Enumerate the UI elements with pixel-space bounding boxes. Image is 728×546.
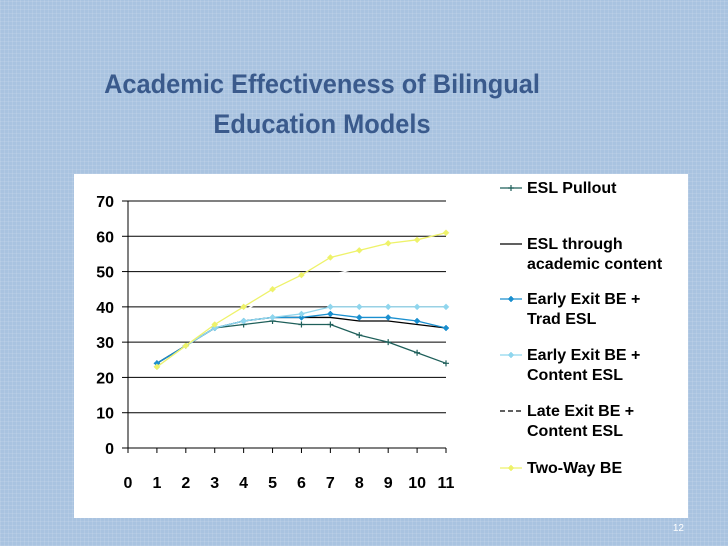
data-point-s4-5 <box>269 314 276 321</box>
data-point-s1-7 <box>327 321 334 328</box>
slide-title-line-2: Education Models <box>213 109 431 139</box>
data-point-s1-6 <box>298 321 305 328</box>
data-point-s6-3 <box>211 321 219 328</box>
data-point-s1-10 <box>414 349 421 356</box>
x-tick-label-0: 0 <box>124 475 133 492</box>
data-point-s6-10 <box>413 236 421 244</box>
data-point-s4-4 <box>240 317 247 325</box>
y-tick-label-0: 0 <box>105 441 114 458</box>
data-point-s4-7 <box>327 303 334 311</box>
y-tick-label-20: 20 <box>96 370 114 387</box>
slide-title-line-1: Academic Effectiveness of Bilingual <box>104 69 540 99</box>
x-tick-label-7: 7 <box>326 475 335 492</box>
legend-label-5: Late Exit BE + Content ESL <box>527 403 634 440</box>
x-tick-label-11: 11 <box>438 475 455 492</box>
y-tick-label-10: 10 <box>96 406 114 423</box>
y-tick-label-70: 70 <box>96 194 114 211</box>
data-point-s3-10 <box>413 317 421 325</box>
x-tick-label-9: 9 <box>384 475 393 492</box>
data-point-s4-11 <box>442 303 450 311</box>
data-point-s1-11 <box>443 360 449 367</box>
data-point-s6-9 <box>384 239 392 247</box>
data-point-s6-6 <box>298 271 305 279</box>
data-point-s3-6 <box>298 314 305 321</box>
x-tick-label-8: 8 <box>355 475 364 492</box>
data-point-s6-11 <box>442 229 450 237</box>
y-tick-label-40: 40 <box>96 300 114 317</box>
data-point-s6-8 <box>355 247 363 254</box>
legend-label-2: ESL through academic content <box>527 236 663 273</box>
data-point-s6-2 <box>182 342 190 350</box>
data-point-s6-5 <box>269 285 276 293</box>
legend-box <box>494 174 688 518</box>
y-tick-label-60: 60 <box>96 229 114 246</box>
data-point-s3-9 <box>384 314 392 321</box>
legend-marker-3 <box>507 295 515 303</box>
x-tick-label-2: 2 <box>181 475 190 492</box>
data-point-s4-9 <box>384 303 392 311</box>
slide-number: 12 <box>672 523 684 534</box>
data-point-s4-10 <box>413 303 421 311</box>
y-tick-label-50: 50 <box>96 265 114 282</box>
data-point-s4-8 <box>355 303 363 311</box>
data-point-s6-4 <box>240 303 247 311</box>
legend: ESL Pullout ESL through academic content Ea… <box>494 174 688 518</box>
data-point-s4-6 <box>298 310 305 318</box>
data-point-s1-8 <box>356 332 363 339</box>
x-tick-label-3: 3 <box>210 475 219 492</box>
data-point-s6-1 <box>153 363 161 371</box>
slide-title: Academic Effectiveness of Bilingual Educ… <box>40 64 604 144</box>
x-tick-label-1: 1 <box>152 475 161 492</box>
x-tick-label-4: 4 <box>239 475 248 492</box>
data-point-s4-3 <box>211 324 219 332</box>
data-point-s3-11 <box>442 324 450 332</box>
legend-marker-4 <box>507 351 515 359</box>
data-point-s3-8 <box>355 314 363 321</box>
legend-marker-6 <box>507 464 515 472</box>
data-point-s1-9 <box>385 339 392 346</box>
y-tick-label-30: 30 <box>96 335 114 352</box>
legend-label-4: Early Exit BE + Content ESL <box>527 347 640 384</box>
data-point-s3-7 <box>327 310 334 318</box>
data-point-s6-7 <box>327 254 334 261</box>
legend-label-1: ESL Pullout <box>527 180 617 197</box>
x-tick-label-5: 5 <box>268 475 277 492</box>
x-tick-label-10: 10 <box>408 475 426 492</box>
legend-label-3: Early Exit BE + Trad ESL <box>527 291 640 328</box>
legend-label-6: Two-Way BE <box>527 460 622 477</box>
x-tick-label-6: 6 <box>297 475 306 492</box>
legend-marker-1 <box>508 185 514 191</box>
